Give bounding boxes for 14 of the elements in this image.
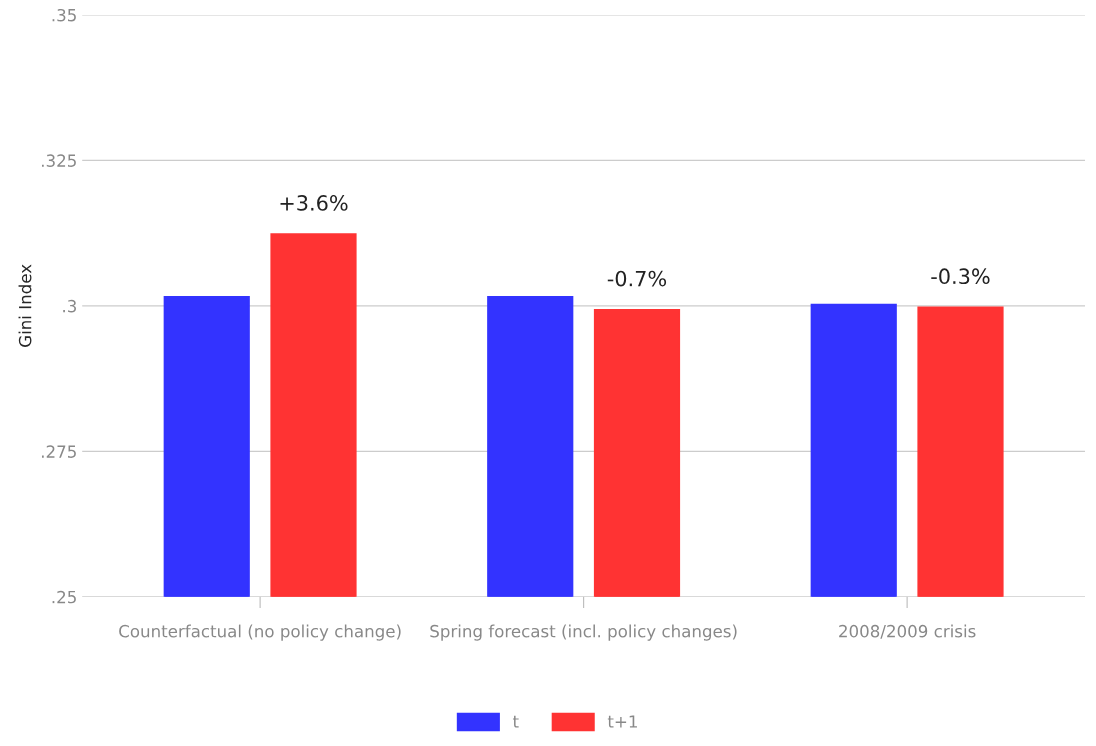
y-tick-label: .35	[52, 8, 76, 22]
annotation: +3.6%	[280, 195, 348, 211]
legend-label: t+1	[607, 715, 637, 728]
y-tick-label: .325	[42, 154, 76, 167]
y-tick-label: .275	[42, 445, 76, 458]
x-tick-label: Spring forecast (incl. policy changes)	[430, 624, 737, 641]
x-tick-label: Counterfactual (no policy change)	[119, 624, 401, 641]
annotation: -0.7%	[607, 270, 667, 287]
x-tick-label: 2008/2009 crisis	[839, 624, 976, 639]
y-tick-label: .25	[52, 590, 76, 604]
y-axis-title: Gini Index	[18, 264, 32, 347]
y-tick-label: .3	[63, 299, 76, 313]
annotation: -0.3%	[931, 268, 990, 285]
legend-label: t	[512, 715, 519, 728]
